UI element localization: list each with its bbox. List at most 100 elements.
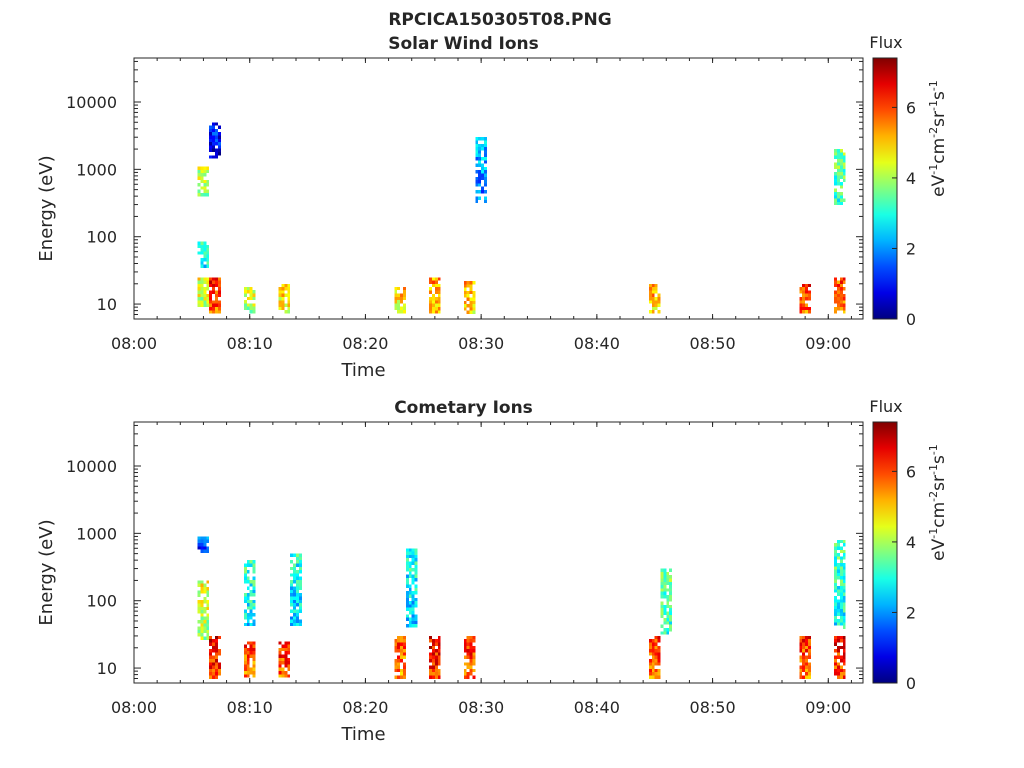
flux-cell [284,310,288,314]
flux-cell [278,657,282,662]
flux-cell [206,620,210,624]
flux-cell [209,280,213,284]
flux-cell [651,645,655,650]
flux-cell [405,617,409,621]
flux-cell [200,549,204,553]
flux-cell [837,566,840,570]
flux-cell [200,616,204,620]
flux-cell [837,639,840,643]
flux-cell [802,655,806,659]
flux-cell [243,674,247,678]
flux-cell [472,662,476,666]
flux-cell [243,667,247,671]
flux-cell [203,241,207,245]
flux-cell [834,619,837,623]
flux-cell [663,611,667,615]
flux-cell [249,310,253,314]
flux-cell [200,300,204,304]
flux-cell [408,591,412,595]
flux-cell [405,604,409,608]
flux-cell [475,163,479,167]
flux-cell [298,606,302,610]
flux-cell [397,303,401,307]
flux-cell [837,645,840,650]
flux-cell [481,190,484,194]
flux-cell [287,641,291,645]
flux-cell [834,582,837,587]
flux-cell [200,590,204,594]
flux-cell [839,675,843,679]
flux-cell [802,310,806,314]
flux-cell [197,176,201,180]
flux-cell [666,628,670,632]
flux-cell [203,600,207,604]
flux-cell [246,593,250,597]
flux-cell [839,307,843,311]
flux-cell [405,574,409,578]
flux-cell [834,543,837,547]
flux-cell [842,668,846,673]
flux-cell [217,135,221,139]
flux-cell [405,624,409,628]
units-base: eV [929,174,949,196]
flux-cell [298,560,302,564]
flux-cell [842,596,846,600]
x-tick-label: 08:30 [458,334,504,353]
flux-cell [839,185,843,189]
flux-cell [666,598,670,602]
flux-cell [405,591,409,595]
flux-cell [834,182,837,186]
flux-cell [290,566,294,571]
flux-cell [837,149,840,153]
flux-cell [209,635,213,640]
flux-cell [287,297,291,301]
flux-cell [200,283,204,288]
flux-cell [432,300,435,304]
flux-cell [478,153,482,157]
flux-cell [837,307,840,311]
flux-cell [466,672,470,676]
flux-cell [466,675,470,679]
flux-cell [802,652,806,656]
flux-cell [206,303,210,307]
y-axis-label: Energy (eV) [36,519,57,625]
flux-cell [475,153,479,157]
flux-cell [246,596,250,600]
flux-cell [839,162,843,166]
flux-cell [243,300,247,304]
y-tick-label: 10000 [66,457,117,476]
flux-cell [287,300,291,304]
flux-cell [203,183,207,187]
flux-cell [394,668,398,673]
flux-cell [411,561,415,565]
flux-cell [212,287,215,291]
flux-cell [434,300,438,304]
flux-cell [281,671,285,675]
flux-cell [842,556,846,560]
flux-cell [203,189,207,193]
flux-cell [834,576,837,580]
flux-cell [657,300,661,304]
flux-cell [834,639,837,643]
flux-cell [429,675,432,679]
flux-cell [281,644,285,648]
flux-cell [657,635,661,640]
flux-cell [808,652,811,656]
flux-cell [284,647,288,652]
flux-cell [434,652,438,656]
flux-cell [209,310,213,314]
flux-cell [281,667,285,671]
flux-cell [657,675,661,679]
flux-cell [408,548,412,552]
flux-cell [298,563,302,567]
flux-cell [414,591,418,595]
flux-cell [394,303,398,307]
flux-cell [654,287,658,291]
flux-cell [411,601,415,605]
flux-cell [651,655,655,659]
flux-cell [654,303,658,307]
flux-cell [200,603,204,607]
flux-cell [397,668,401,673]
flux-cell [246,613,250,617]
flux-cell [281,647,285,652]
